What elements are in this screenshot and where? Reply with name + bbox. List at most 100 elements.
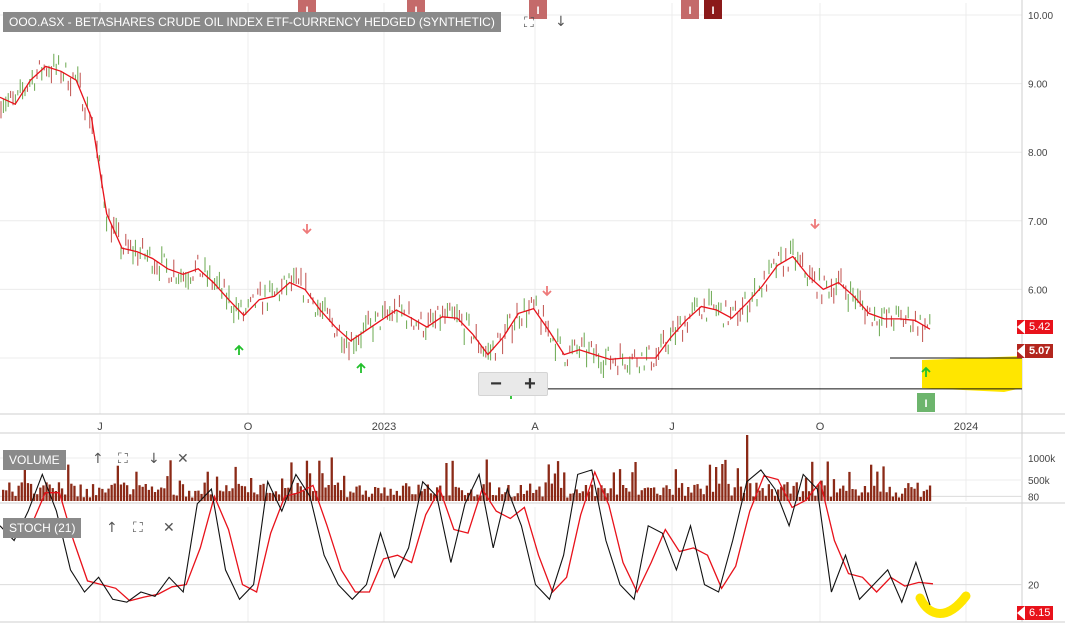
volume-bar: [690, 492, 693, 501]
volume-bar: [191, 497, 194, 501]
sell-signal-arrow: [810, 219, 820, 230]
volume-bar: [222, 491, 225, 501]
zoom-control: − +: [478, 372, 548, 396]
moving-average-line: [0, 65, 931, 361]
x-axis-tick-label: A: [531, 421, 539, 433]
volume-bar: [144, 484, 147, 501]
volume-bar: [367, 497, 371, 501]
volume-bar: [786, 482, 789, 501]
volume-bar: [498, 487, 501, 501]
volume-bar: [305, 460, 309, 501]
volume-bar: [901, 493, 904, 501]
stoch-d-line: [2, 470, 934, 602]
chart-title[interactable]: OOO.ASX - BETASHARES CRUDE OIL INDEX ETF…: [3, 12, 501, 32]
volume-bar: [364, 490, 367, 501]
volume-bar: [798, 497, 801, 501]
volume-bar: [389, 488, 392, 501]
volume-bar: [513, 496, 516, 501]
zoom-in-button[interactable]: +: [524, 373, 536, 395]
volume-bar: [392, 494, 395, 501]
volume-title[interactable]: VOLUME: [3, 450, 66, 470]
event-marker-label: I: [924, 398, 927, 410]
arrow-up-icon[interactable]: ↑: [106, 520, 118, 536]
volume-bar: [95, 495, 98, 501]
volume-bar: [674, 469, 677, 501]
volume-bar: [383, 487, 386, 501]
zoom-out-button[interactable]: −: [490, 373, 502, 395]
volume-bar: [699, 488, 702, 501]
volume-bar: [535, 489, 538, 501]
volume-bar: [600, 485, 603, 501]
volume-bar: [150, 486, 154, 501]
close-icon[interactable]: ✕: [177, 451, 189, 467]
volume-bar: [166, 476, 169, 501]
volume-bar: [110, 484, 113, 501]
volume-bar: [814, 495, 817, 501]
volume-bar: [147, 489, 150, 501]
volume-bar: [904, 488, 907, 501]
volume-bar: [380, 493, 383, 501]
price-axis-tick-label: 7.00: [1028, 217, 1048, 228]
volume-bar: [746, 435, 749, 501]
volume-bar: [547, 464, 550, 501]
volume-bar: [296, 482, 299, 501]
x-axis-tick-label: O: [244, 421, 253, 433]
volume-bar: [866, 492, 870, 501]
volume-bar: [104, 492, 107, 501]
volume-bar: [882, 466, 885, 501]
volume-bar: [525, 490, 529, 501]
volume-bar: [243, 486, 247, 501]
volume-bar: [157, 489, 160, 501]
buy-signal-arrow: [921, 366, 931, 377]
price-axis-tick-label: 8.00: [1028, 148, 1048, 159]
volume-bar: [163, 488, 166, 501]
expand-icon[interactable]: ⛶: [118, 451, 128, 467]
arrow-down-icon[interactable]: ↓: [555, 14, 567, 30]
volume-bar: [767, 484, 770, 501]
volume-bar: [318, 460, 321, 501]
volume-bar: [873, 485, 876, 501]
volume-bar: [594, 496, 597, 501]
close-icon[interactable]: ✕: [163, 520, 175, 536]
volume-bar: [129, 494, 132, 501]
volume-bar: [773, 495, 777, 501]
volume-bar: [175, 495, 178, 501]
arrow-down-icon[interactable]: ↓: [148, 451, 160, 467]
volume-bar: [219, 490, 222, 501]
volume-bar: [181, 484, 185, 501]
volume-bar: [358, 485, 361, 501]
volume-bar: [386, 495, 389, 501]
volume-bar: [702, 494, 705, 501]
volume-bar: [411, 494, 414, 501]
volume-bar: [656, 493, 659, 501]
volume-bar: [529, 483, 532, 501]
volume-bar: [398, 495, 402, 501]
volume-bar: [556, 461, 560, 501]
volume-bar: [281, 478, 284, 501]
volume-bar: [897, 497, 901, 501]
volume-bar: [640, 490, 643, 501]
volume-bar: [777, 489, 780, 501]
expand-icon[interactable]: ⛶: [524, 15, 534, 31]
event-marker: [529, 0, 547, 19]
axis-labels: J O 2023 A J O 2024 10.00 9.00 8.00 7.00 6.00 1000k 5…: [97, 11, 1056, 592]
volume-bar: [274, 491, 278, 501]
volume-bar: [374, 487, 377, 501]
volume-bar: [113, 483, 116, 501]
stoch-lines: [0, 469, 934, 606]
arrow-up-icon[interactable]: ↑: [92, 451, 104, 467]
volume-bar: [770, 489, 774, 501]
volume-bar: [516, 493, 519, 501]
sell-signal-arrow: [542, 286, 552, 297]
volume-bar: [429, 493, 433, 501]
stoch-title[interactable]: STOCH (21): [3, 518, 82, 538]
volume-bar: [42, 485, 45, 501]
volume-bar: [789, 493, 792, 501]
x-axis-tick-label: 2024: [954, 421, 978, 433]
volume-bar: [566, 497, 569, 501]
volume-bar: [532, 493, 535, 501]
volume-bar: [470, 489, 473, 501]
expand-icon[interactable]: ⛶: [133, 520, 143, 536]
volume-bar: [138, 485, 141, 501]
volume-bar: [662, 487, 665, 501]
